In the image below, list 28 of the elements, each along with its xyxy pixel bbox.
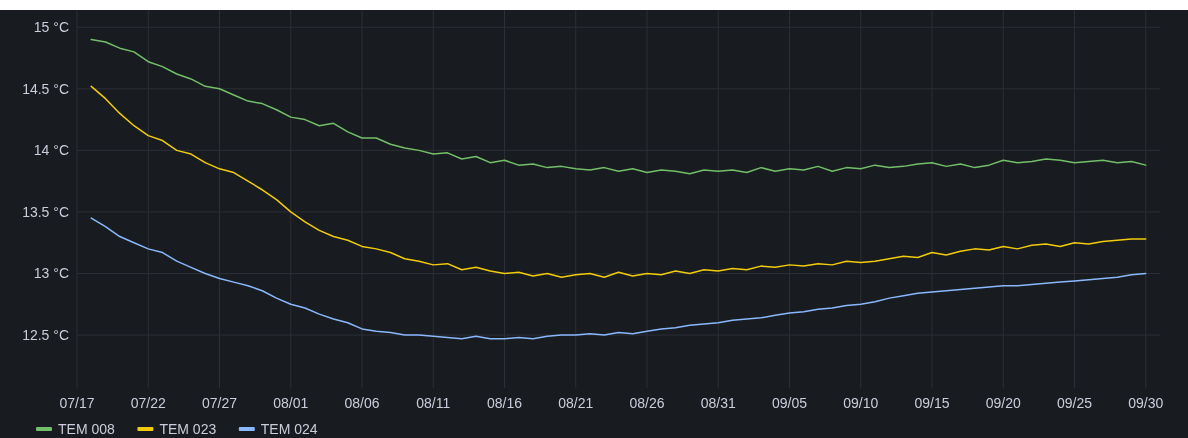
x-tick-label: 07/17 [59,395,95,411]
y-tick-label: 13 °C [33,265,69,282]
y-tick-label: 14.5 °C [22,80,69,97]
x-tick-label: 08/21 [558,395,594,411]
x-tick-label: 07/27 [201,395,238,411]
y-tick-label: 14 °C [33,142,69,159]
x-tick-label: 09/30 [1128,395,1164,411]
x-tick-label: 08/26 [629,395,665,411]
line-series [90,38,1147,175]
line-series [90,217,1147,340]
legend-label: TEM 008 [58,421,116,437]
x-tick-label: 08/31 [700,395,736,411]
x-tick-label: 08/01 [273,395,309,411]
x-tick-label: 08/06 [344,395,380,411]
x-tick-label: 09/05 [771,395,808,411]
x-tick-label: 08/11 [416,395,451,411]
x-tick-label: 09/25 [1056,395,1093,411]
y-tick-label: 12.5 °C [22,327,69,344]
x-tick-label: 09/20 [985,395,1021,411]
x-tick-label: 08/16 [486,395,523,411]
legend-label: TEM 023 [159,421,217,437]
line-series [90,85,1147,278]
y-tick-label: 15 °C [33,19,69,36]
y-tick-label: 13.5 °C [22,203,69,220]
x-tick-label: 09/15 [914,395,950,411]
legend-label: TEM 024 [260,421,318,437]
x-tick-label: 09/10 [843,395,879,411]
x-tick-label: 07/22 [130,395,166,411]
